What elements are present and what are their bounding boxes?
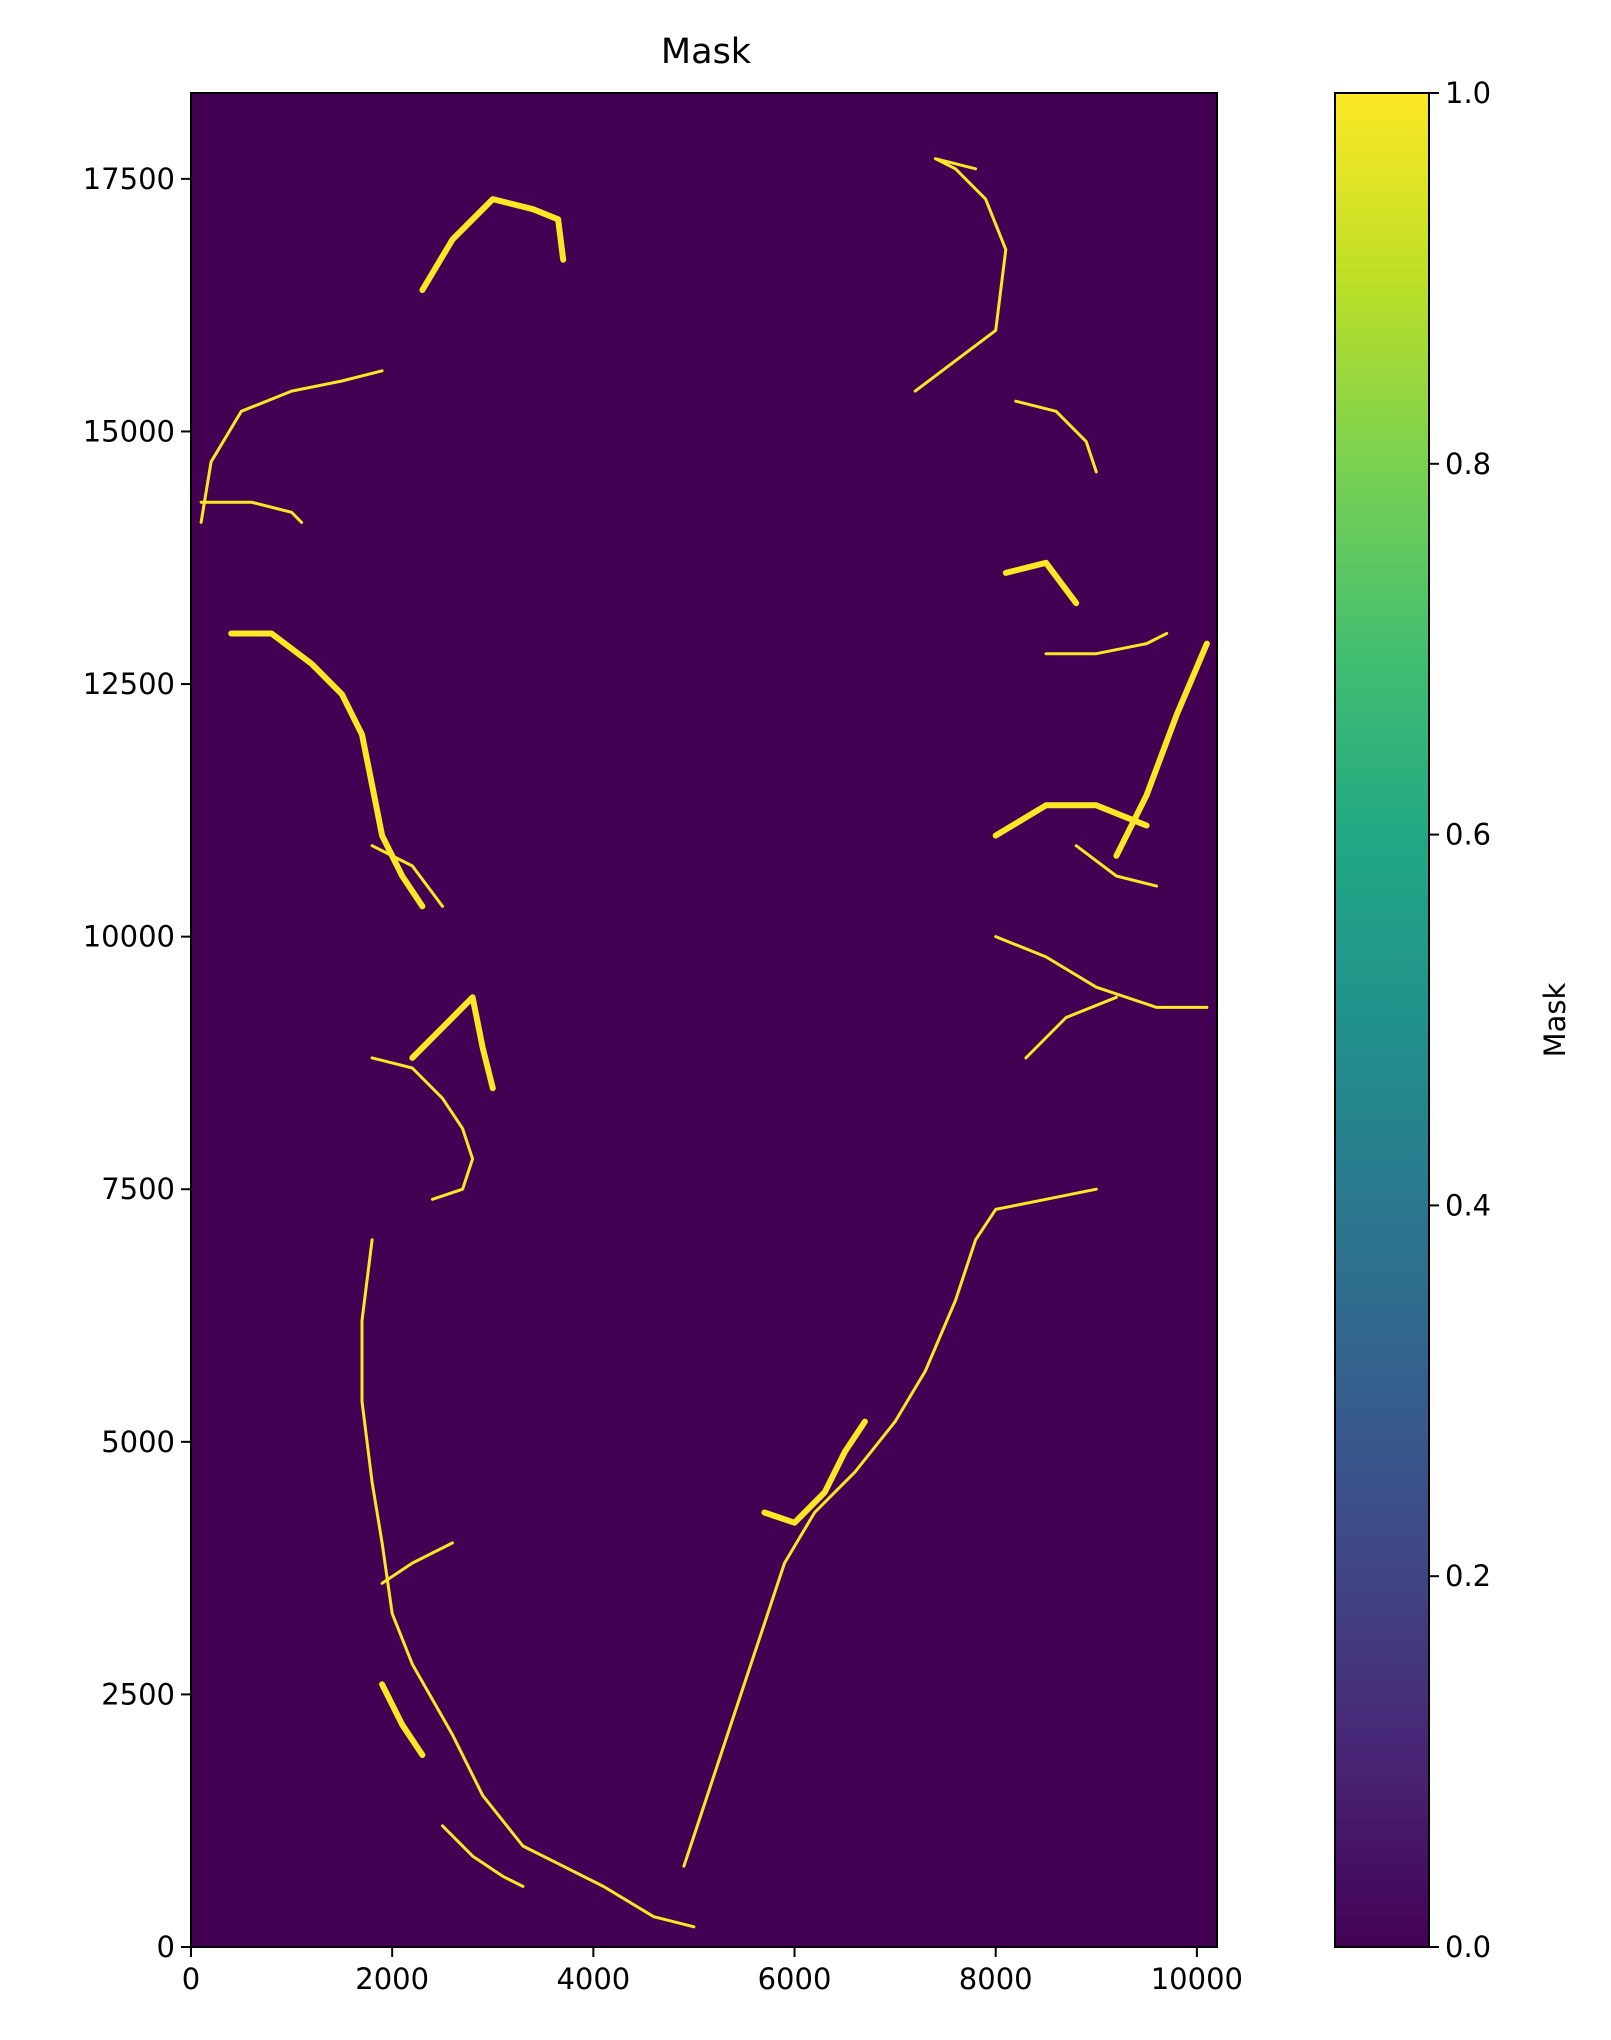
mask-region-northwest-coast xyxy=(199,369,384,524)
mask-region-west-3 xyxy=(370,844,444,908)
x-tick-label: 6000 xyxy=(758,1962,832,1996)
y-tick-label: 15000 xyxy=(83,414,175,448)
x-tick-label: 8000 xyxy=(959,1962,1033,1996)
colorbar-tick-label: 0.2 xyxy=(1445,1559,1491,1593)
mask-region-southwest-block xyxy=(379,1681,426,1758)
mask-region-east-long-line xyxy=(1113,640,1210,859)
plot-area xyxy=(191,93,1217,1947)
colorbar-tick-label: 0.4 xyxy=(1445,1188,1491,1222)
x-tick-label: 4000 xyxy=(556,1962,630,1996)
mask-region-southeast xyxy=(682,1187,1098,1868)
mask-region-northeast xyxy=(913,157,1008,393)
y-tick-label: 0 xyxy=(157,1930,175,1964)
mask-region-disko xyxy=(370,1056,475,1201)
mask-layer xyxy=(199,157,1210,1929)
mask-region-northwest xyxy=(419,196,567,293)
colorbar-axis: 0.0 0.2 0.4 0.6 0.8 1.0 xyxy=(1429,76,1491,1964)
chart-title: Mask xyxy=(661,32,752,72)
colorbar-tick-label: 0.6 xyxy=(1445,818,1491,852)
mask-region-west-1 xyxy=(199,500,304,524)
colorbar-tick-label: 1.0 xyxy=(1445,76,1491,110)
mask-region-southeast-fjords xyxy=(761,1418,868,1526)
y-axis: 0 2500 5000 7500 10000 12500 15000 17500 xyxy=(83,162,191,1964)
mask-region-southwest xyxy=(360,1238,696,1929)
mask-region-northeast-2 xyxy=(1014,399,1098,474)
colorbar-tick-label: 0.8 xyxy=(1445,447,1491,481)
colorbar xyxy=(1334,92,1430,1948)
y-tick-label: 10000 xyxy=(83,920,175,954)
y-tick-label: 5000 xyxy=(101,1425,175,1459)
mask-region-east-branch-1 xyxy=(1024,995,1118,1060)
mask-region-east-branch-2 xyxy=(992,802,1150,839)
mask-region-east-kangerlussuaq xyxy=(994,935,1209,1009)
x-tick-label: 10000 xyxy=(1151,1962,1243,1996)
x-axis: 0 2000 4000 6000 8000 10000 xyxy=(182,1947,1243,1996)
x-tick-label: 0 xyxy=(182,1962,200,1996)
colorbar-tick-label: 0.0 xyxy=(1445,1930,1491,1964)
mask-region-south-tip xyxy=(441,1824,525,1888)
y-tick-label: 17500 xyxy=(83,162,175,196)
mask-region-east-branch-4 xyxy=(1044,632,1169,656)
mask-region-east-branch-3 xyxy=(1074,844,1159,888)
plot-frame xyxy=(190,92,1218,1948)
y-tick-label: 2500 xyxy=(101,1677,175,1711)
y-tick-label: 7500 xyxy=(101,1172,175,1206)
mask-region-southwest-fjord xyxy=(380,1541,454,1585)
colorbar-label: Mask xyxy=(1538,982,1572,1057)
mask-region-west-2 xyxy=(228,630,426,910)
mask-region-east-branch-5 xyxy=(1002,559,1080,607)
x-tick-label: 2000 xyxy=(355,1962,429,1996)
mask-region-disko-north xyxy=(409,994,496,1092)
y-tick-label: 12500 xyxy=(83,667,175,701)
